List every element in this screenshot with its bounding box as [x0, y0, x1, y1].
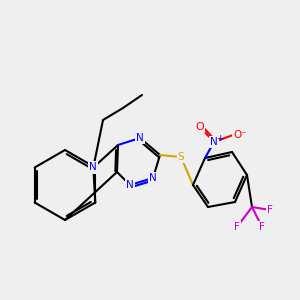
Text: F: F: [234, 222, 240, 232]
Text: N: N: [126, 180, 134, 190]
Text: O: O: [196, 122, 204, 132]
Text: N: N: [89, 163, 97, 172]
Text: F: F: [259, 222, 265, 232]
Text: N: N: [136, 133, 144, 143]
Text: O⁻: O⁻: [233, 130, 247, 140]
Text: F: F: [267, 205, 273, 215]
Text: +: +: [216, 134, 223, 143]
Text: N: N: [210, 137, 218, 147]
Text: N: N: [149, 173, 157, 183]
Text: S: S: [178, 152, 184, 162]
